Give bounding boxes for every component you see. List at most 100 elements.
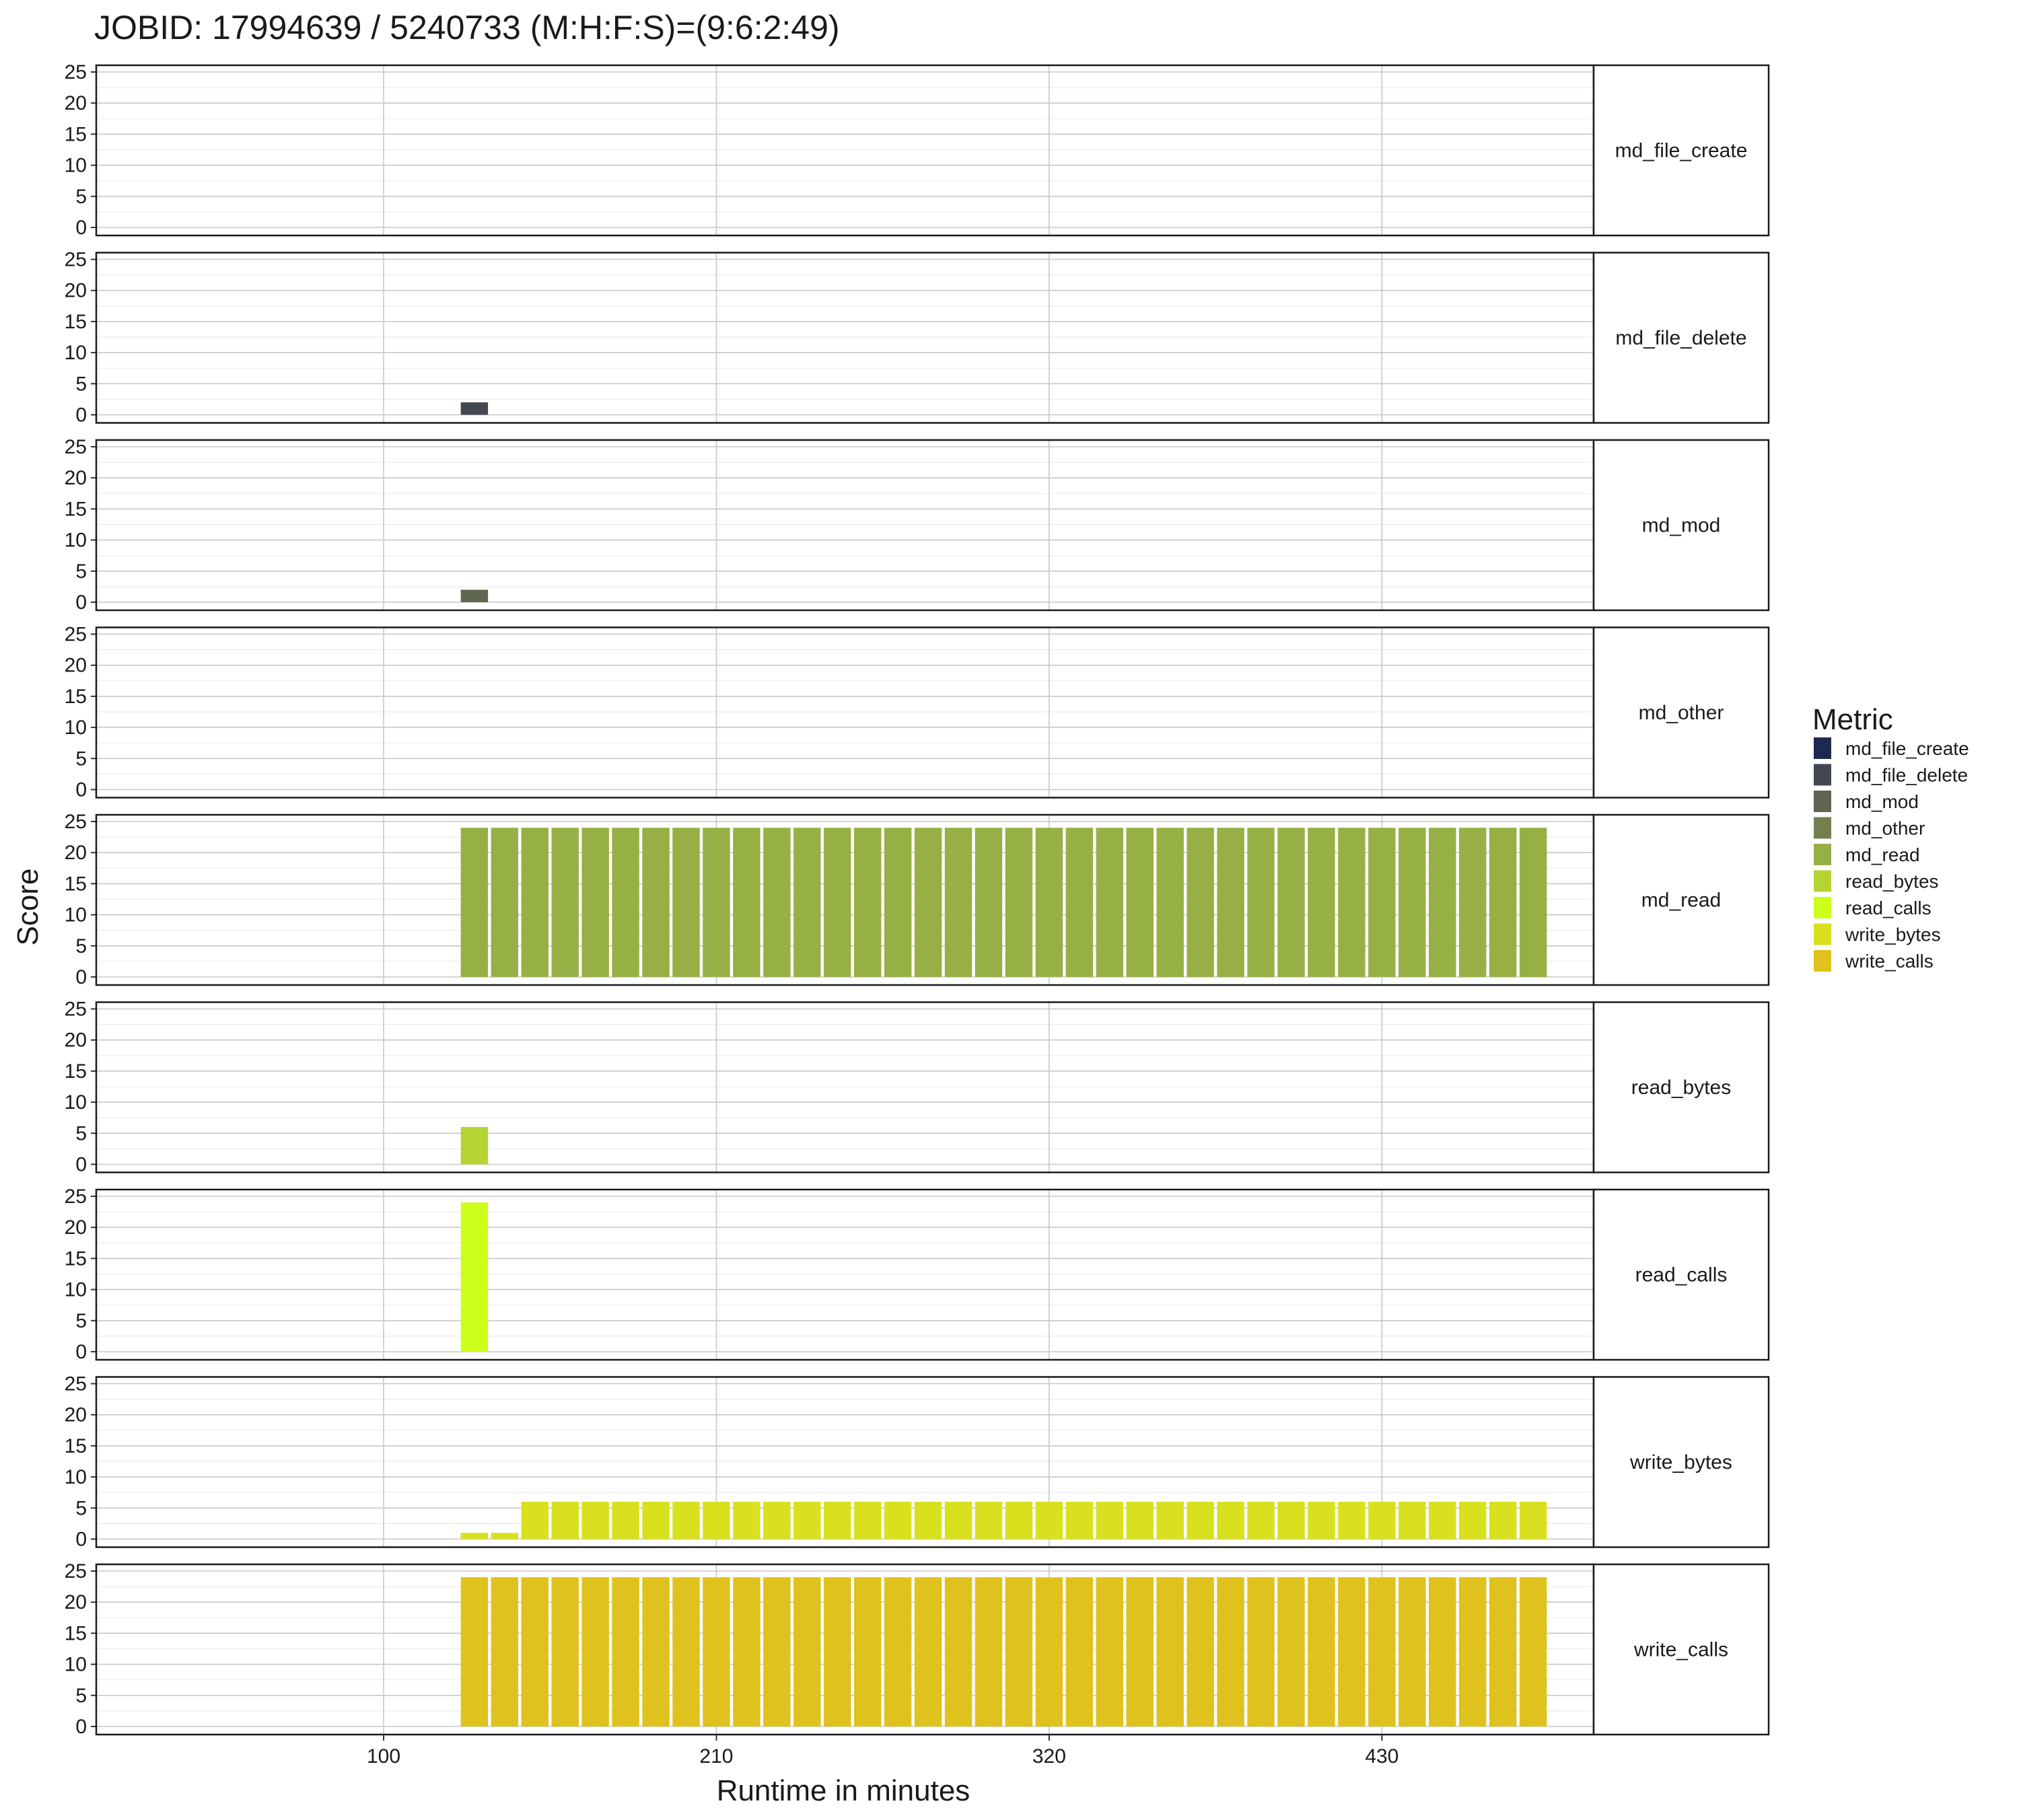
bar-write_bytes — [551, 1502, 579, 1539]
legend-item: md_file_delete — [1814, 764, 1968, 786]
bar-write_calls — [944, 1577, 972, 1726]
bar-write_calls — [1308, 1577, 1335, 1726]
x-axis-title: Runtime in minutes — [717, 1774, 970, 1807]
bar-write_bytes — [853, 1502, 882, 1539]
bar-write_calls — [793, 1577, 821, 1726]
panel-background — [96, 627, 1594, 798]
bar-write_bytes — [1458, 1502, 1487, 1539]
legend-items: md_file_create md_file_delete md_mod md_oth… — [1814, 737, 1969, 972]
y-tick-label: 25 — [65, 249, 87, 271]
legend-title: Metric — [1812, 703, 1893, 736]
bar-write_calls — [1096, 1577, 1124, 1726]
bar-write_calls — [551, 1577, 579, 1726]
bar-write_calls — [1247, 1577, 1275, 1726]
facet-panel-md_read: 0 5 10 15 20 25 md_read — [65, 811, 1770, 988]
bar-write_bytes — [1005, 1502, 1033, 1539]
facet-strip-label: write_bytes — [1629, 1451, 1732, 1473]
y-tick-label: 15 — [65, 123, 87, 145]
bar-md_read — [975, 828, 1003, 977]
bar-write_calls — [460, 1577, 489, 1726]
bar-write_calls — [1458, 1577, 1487, 1726]
facet-strip-label: read_bytes — [1631, 1077, 1731, 1099]
y-tick-label: 15 — [65, 1435, 87, 1457]
bar-write_bytes — [733, 1502, 760, 1539]
legend-label: read_bytes — [1845, 871, 1939, 892]
bar-write_calls — [1217, 1577, 1244, 1726]
bar-write_calls — [491, 1577, 519, 1726]
facet-strip — [1592, 1001, 1770, 1173]
bar-md_read — [612, 828, 639, 977]
y-tick-label: 5 — [75, 373, 87, 395]
bar-write_bytes — [1368, 1502, 1396, 1539]
y-tick-label: 20 — [65, 467, 87, 489]
y-tick-label: 5 — [75, 1310, 87, 1332]
legend-item: md_other — [1814, 817, 1925, 839]
y-tick-label: 25 — [65, 1373, 87, 1395]
bar-write_calls — [642, 1577, 670, 1726]
legend-key-read_calls — [1814, 897, 1831, 918]
panel-background — [96, 1190, 1594, 1360]
bar-write_bytes — [1398, 1502, 1426, 1539]
bar-write_bytes — [703, 1502, 730, 1539]
bar-write_calls — [975, 1577, 1003, 1726]
bar-md_read — [1398, 828, 1426, 977]
y-tick-label: 0 — [75, 1341, 87, 1363]
bar-md_read — [1277, 828, 1305, 977]
x-axis-ticks: 100 210 320 430 — [367, 1735, 1398, 1768]
bar-write_bytes — [793, 1502, 821, 1539]
y-tick-label: 20 — [65, 92, 87, 114]
bar-write_bytes — [1519, 1502, 1547, 1539]
bar-write_calls — [914, 1577, 942, 1726]
bar-md_read — [1065, 828, 1094, 977]
y-axis-title: Score — [11, 869, 44, 946]
bar-write_bytes — [1186, 1502, 1214, 1539]
y-tick-label: 5 — [75, 748, 87, 770]
bar-md_read — [914, 828, 942, 977]
facet-strip — [1592, 626, 1770, 799]
bar-md_read — [1247, 828, 1275, 977]
facet-strip-label: md_file_delete — [1615, 327, 1746, 349]
legend-label: md_read — [1845, 844, 1920, 865]
facet-strip-label: read_calls — [1635, 1264, 1728, 1286]
bar-md_read — [1338, 828, 1366, 977]
bar-md_read — [793, 828, 821, 977]
y-tick-label: 20 — [65, 655, 87, 677]
bar-read_bytes — [460, 1127, 489, 1165]
bar-md_read — [1186, 828, 1214, 977]
panel-background — [96, 252, 1594, 423]
bar-write_calls — [612, 1577, 639, 1726]
legend-label: md_file_delete — [1845, 765, 1968, 786]
panel-background — [96, 65, 1594, 235]
bar-md_read — [1096, 828, 1124, 977]
facet-strip-label: md_mod — [1642, 515, 1721, 537]
bar-write_bytes — [1429, 1502, 1456, 1539]
bar-write_bytes — [642, 1502, 670, 1539]
y-tick-label: 10 — [65, 1654, 87, 1676]
bar-md_read — [1126, 828, 1154, 977]
legend-key-md_read — [1814, 844, 1831, 865]
legend-key-md_file_delete — [1814, 764, 1831, 786]
legend-key-md_file_create — [1814, 737, 1831, 759]
bar-md_read — [581, 828, 609, 977]
bar-write_bytes — [672, 1502, 700, 1539]
facet-panel-md_mod: 0 5 10 15 20 25 md_mod — [65, 436, 1770, 614]
y-tick-label: 25 — [65, 811, 87, 833]
facet-strip-label: md_other — [1639, 702, 1724, 724]
legend-label: write_bytes — [1845, 924, 1941, 945]
y-tick-label: 5 — [75, 935, 87, 957]
bar-write_calls — [853, 1577, 882, 1726]
facet-strip — [1592, 813, 1770, 986]
y-tick-label: 0 — [75, 404, 87, 427]
bar-write_calls — [1277, 1577, 1305, 1726]
bar-write_bytes — [1126, 1502, 1154, 1539]
bar-write_calls — [1156, 1577, 1184, 1726]
facet-strip-label: md_read — [1641, 889, 1721, 912]
bar-write_bytes — [1096, 1502, 1124, 1539]
bar-md_read — [1368, 828, 1396, 977]
legend-key-write_calls — [1814, 950, 1831, 972]
bar-write_calls — [763, 1577, 791, 1726]
bar-md_read — [1519, 828, 1547, 977]
facet-panel-write_calls: 0 5 10 15 20 25 write_calls — [65, 1560, 1770, 1738]
y-tick-label: 10 — [65, 342, 87, 364]
